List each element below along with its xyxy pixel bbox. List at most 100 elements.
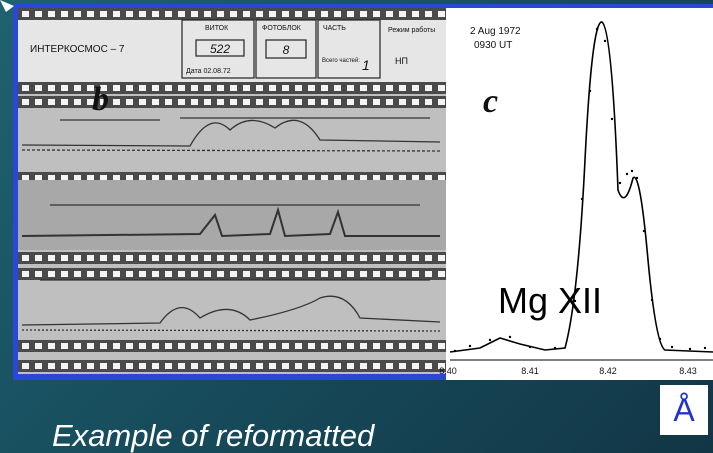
sprocket-hole (61, 343, 68, 349)
spectrum-point (643, 230, 645, 232)
spectrum-point (659, 338, 661, 340)
sprocket-hole (334, 85, 341, 91)
form-value: НП (395, 56, 408, 66)
sprocket-hole (48, 271, 55, 277)
spectrum-point (611, 118, 613, 120)
corner-arrow (0, 0, 14, 12)
sprocket-hole (321, 99, 328, 105)
sprocket-hole (321, 255, 328, 261)
sprocket-hole (282, 85, 289, 91)
sprocket-hole (321, 85, 328, 91)
sprocket-hole (126, 363, 133, 369)
sprocket-hole (295, 85, 302, 91)
sprocket-hole (347, 255, 354, 261)
sprocket-hole (308, 99, 315, 105)
sprocket-hole (100, 255, 107, 261)
sprocket-hole (191, 363, 198, 369)
sprocket-hole (295, 343, 302, 349)
sprocket-hole (217, 85, 224, 91)
sprocket-hole (269, 85, 276, 91)
sprocket-hole (308, 271, 315, 277)
sprocket-hole (386, 99, 393, 105)
form-label: Дата 02.08.72 (186, 68, 231, 75)
sprocket-hole (412, 11, 419, 17)
sprocket-hole (230, 85, 237, 91)
sprocket-hole (256, 85, 263, 91)
sprocket-hole (425, 363, 432, 369)
sprocket-hole (165, 99, 172, 105)
plot-date: 2 Aug 1972 (470, 26, 521, 37)
film-label: ИНТЕРКОСМОС – 7 (30, 44, 125, 55)
sprocket-hole (191, 11, 198, 17)
sprocket-hole (347, 99, 354, 105)
sprocket-hole (139, 99, 146, 105)
sprocket-hole (139, 271, 146, 277)
caption: Example of reformatted (52, 418, 374, 453)
sprocket-hole (178, 363, 185, 369)
sprocket-hole (35, 99, 42, 105)
spectrum-point (651, 299, 653, 301)
sprocket-hole (230, 11, 237, 17)
spectrum-point (529, 346, 531, 348)
sprocket-hole (217, 271, 224, 277)
sprocket-hole (152, 343, 159, 349)
sprocket-hole (74, 11, 81, 17)
sprocket-hole (347, 363, 354, 369)
sprocket-hole (282, 271, 289, 277)
sprocket-hole (386, 11, 393, 17)
sprocket-hole (412, 363, 419, 369)
sprocket-hole (256, 99, 263, 105)
sprocket-hole (204, 363, 211, 369)
sprocket-hole (230, 255, 237, 261)
sprocket-hole (126, 255, 133, 261)
spectrum-point (689, 348, 691, 350)
sprocket-hole (74, 363, 81, 369)
sprocket-hole (256, 11, 263, 17)
sprocket-hole (35, 343, 42, 349)
form-label: ВИТОК (205, 25, 229, 32)
sprocket-hole (74, 271, 81, 277)
sprocket-hole (256, 343, 263, 349)
sprocket-hole (347, 343, 354, 349)
plot-time: 0930 UT (474, 40, 512, 51)
sprocket-hole (61, 11, 68, 17)
sprocket-hole (178, 99, 185, 105)
sprocket-hole (22, 85, 29, 91)
sprocket-hole (61, 99, 68, 105)
sprocket-hole (373, 271, 380, 277)
sprocket-hole (152, 85, 159, 91)
sprocket-hole (308, 343, 315, 349)
sprocket-hole (139, 363, 146, 369)
sprocket-hole (139, 255, 146, 261)
sprocket-hole (61, 255, 68, 261)
sprocket-hole (282, 99, 289, 105)
spectrum-panel (446, 8, 713, 380)
sprocket-hole (126, 271, 133, 277)
sprocket-hole (165, 271, 172, 277)
sprocket-hole (269, 11, 276, 17)
sprocket-hole (412, 343, 419, 349)
sprocket-hole (360, 99, 367, 105)
sprocket-hole (217, 255, 224, 261)
sprocket-hole (48, 255, 55, 261)
sprocket-hole (256, 271, 263, 277)
sprocket-hole (321, 271, 328, 277)
sprocket-hole (386, 255, 393, 261)
form-label: Режим работы (388, 26, 435, 34)
sprocket-hole (230, 343, 237, 349)
sprocket-hole (256, 363, 263, 369)
sprocket-hole (438, 85, 445, 91)
sprocket-hole (35, 363, 42, 369)
sprocket-hole (269, 363, 276, 369)
spectrum-point (489, 339, 491, 341)
sprocket-hole (347, 85, 354, 91)
sprocket-hole (152, 11, 159, 17)
sprocket-hole (178, 11, 185, 17)
unit-label: Å (660, 385, 708, 435)
sprocket-hole (48, 11, 55, 17)
sprocket-hole (308, 363, 315, 369)
sprocket-hole (282, 11, 289, 17)
form-label: Всего частей: (322, 57, 360, 64)
spectrum-point (704, 347, 706, 349)
spectrum-point (509, 336, 511, 338)
